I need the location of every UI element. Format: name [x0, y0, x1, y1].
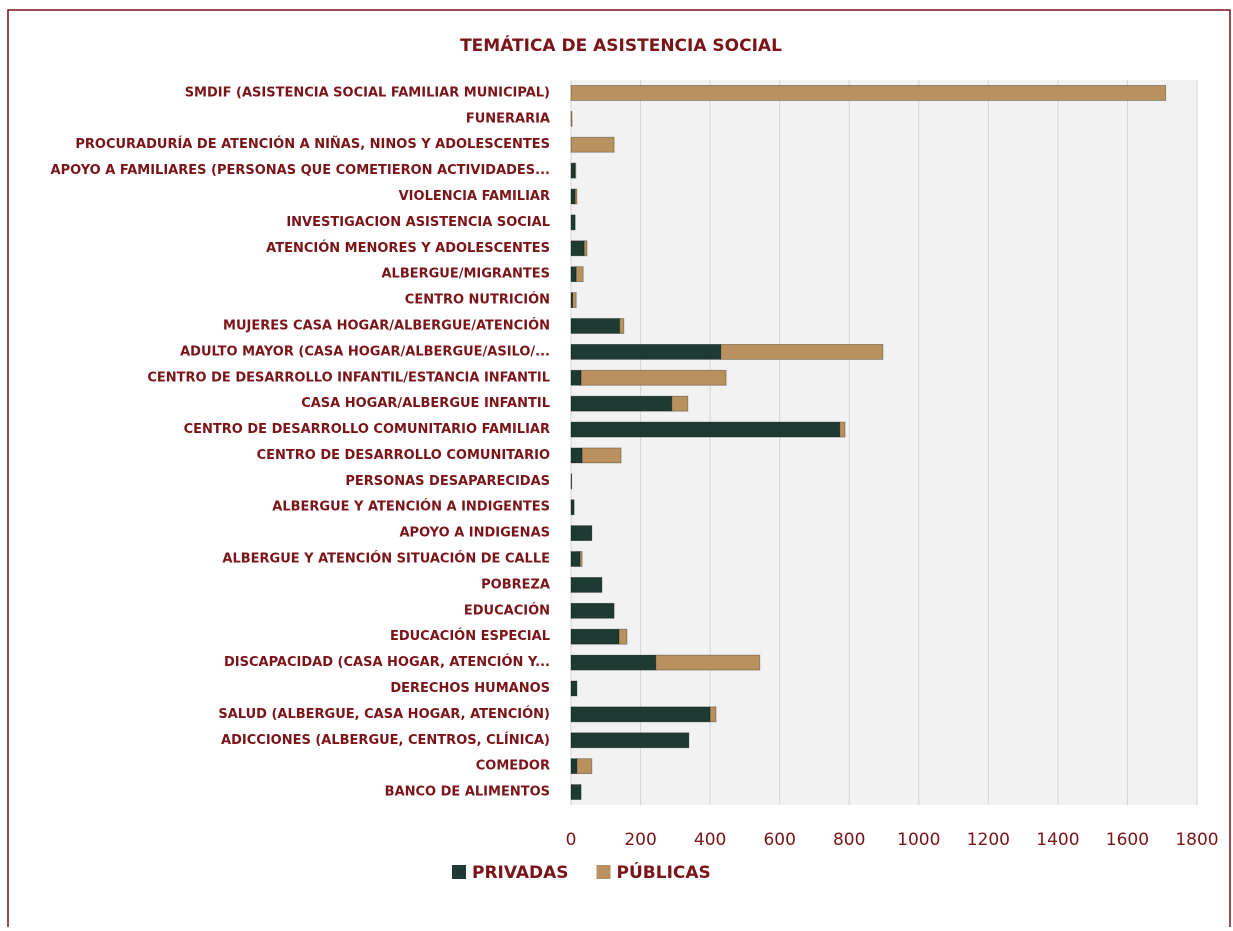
bar-segment [570, 758, 578, 775]
bar-segment [570, 266, 577, 283]
y-tick-label: COMEDOR [476, 759, 550, 774]
y-tick-label: DERECHOS HUMANOS [390, 681, 550, 696]
bar-segment [570, 602, 615, 619]
bar-segment [570, 318, 621, 334]
bar-segment [720, 343, 884, 360]
plot-area [571, 80, 1197, 805]
y-tick-label: CENTRO NUTRICIÓN [405, 292, 550, 308]
y-tick-label: BANCO DE ALIMENTOS [385, 785, 550, 800]
y-tick-label: EDUCACIÓN ESPECIAL [390, 628, 550, 644]
x-tick-label: 1800 [1175, 830, 1218, 850]
y-tick-label: APOYO A INDIGENAS [400, 526, 551, 541]
bar-segment [570, 706, 711, 723]
y-tick-label: FUNERARIA [466, 111, 550, 126]
frame [7, 9, 1231, 927]
bar-segment [574, 162, 577, 179]
y-tick-label: CENTRO DE DESARROLLO COMUNITARIO [257, 448, 550, 463]
bar-segment [570, 369, 582, 386]
bar-segment [583, 240, 588, 257]
y-tick-label: CENTRO DE DESARROLLO COMUNITARIO FAMILIA… [184, 422, 550, 437]
bar-segment [839, 421, 846, 438]
y-tick-label: ALBERGUE Y ATENCIÓN A INDIGENTES [272, 499, 550, 515]
y-tick-label: ATENCIÓN MENORES Y ADOLESCENTES [266, 240, 550, 256]
bar-segment [570, 577, 603, 593]
y-tick-label: POBREZA [481, 577, 550, 592]
bar-segment [570, 240, 585, 257]
bar-segment [570, 525, 593, 542]
bar-segment [618, 628, 628, 645]
bar-segment [619, 318, 625, 334]
y-tick-label: PROCURADURÍA DE ATENCIÓN A NIÑAS, NINOS … [75, 136, 550, 152]
bar-segment [575, 266, 584, 283]
x-tick-label: 1000 [897, 830, 940, 850]
bar-segment [570, 551, 581, 567]
bar-segment [570, 162, 576, 179]
bar-segment [570, 628, 620, 645]
y-tick-label: CENTRO DE DESARROLLO INFANTIL/ESTANCIA I… [147, 370, 550, 385]
y-tick-label: DISCAPACIDAD (CASA HOGAR, ATENCIÓN Y... [224, 654, 550, 670]
legend-swatch [452, 865, 466, 879]
y-tick-label: EDUCACIÓN [464, 602, 550, 618]
bar-segment [570, 110, 573, 127]
y-tick-label: MUJERES CASA HOGAR/ALBERGUE/ATENCIÓN [223, 317, 550, 333]
y-tick-label: ADICCIONES (ALBERGUE, CENTROS, CLÍNICA) [221, 732, 550, 748]
bar-segment [570, 395, 673, 412]
y-tick-label: SMDIF (ASISTENCIA SOCIAL FAMILIAR MUNICI… [185, 85, 550, 100]
bar-segment [570, 499, 575, 516]
bar-segment [655, 654, 761, 671]
y-tick-label: CASA HOGAR/ALBERGUE INFANTIL [301, 396, 550, 411]
bar-segment [570, 654, 657, 671]
y-tick-label: ALBERGUE/MIGRANTES [381, 267, 550, 282]
y-tick-label: ALBERGUE Y ATENCIÓN SITUACIÓN DE CALLE [222, 551, 550, 567]
x-tick-label: 800 [833, 830, 865, 850]
bar-segment [570, 732, 690, 749]
y-tick-label: APOYO A FAMILIARES (PERSONAS QUE COMETIE… [51, 163, 550, 178]
y-tick-label: VIOLENCIA FAMILIAR [399, 189, 550, 204]
bar-segment [574, 188, 578, 205]
x-tick-label: 600 [763, 830, 795, 850]
bar-segment [580, 369, 727, 386]
y-tick-label: PERSONAS DESAPARECIDAS [345, 474, 550, 489]
x-tick-label: 1600 [1106, 830, 1149, 850]
bar-segment [570, 85, 1167, 101]
bar-segment [570, 188, 576, 205]
y-tick-label: ADULTO MAYOR (CASA HOGAR/ALBERGUE/ASILO/… [180, 344, 550, 359]
legend-swatch [596, 865, 611, 879]
legend-label: PRIVADAS [472, 863, 569, 883]
x-tick-label: 0 [566, 830, 577, 850]
y-tick-label: SALUD (ALBERGUE, CASA HOGAR, ATENCIÓN) [218, 706, 550, 722]
bar-segment [570, 473, 573, 490]
bar-segment [570, 421, 841, 438]
bar-segment [581, 447, 622, 464]
legend-label: PÚBLICAS [617, 861, 711, 883]
x-tick-label: 1400 [1036, 830, 1079, 850]
bar-segment [671, 395, 689, 412]
x-tick-label: 400 [694, 830, 726, 850]
y-tick-label: INVESTIGACION ASISTENCIA SOCIAL [286, 215, 550, 230]
chart-title: TEMÁTICA DE ASISTENCIA SOCIAL [460, 34, 782, 56]
bar-segment [572, 292, 577, 308]
bar-segment [709, 706, 717, 723]
bar-segment [570, 784, 582, 800]
x-tick-label: 200 [624, 830, 656, 850]
bar-segment [570, 447, 583, 464]
bar-segment [570, 680, 578, 697]
bar-segment [570, 343, 722, 360]
bar-segment [579, 551, 583, 567]
bar-segment [576, 758, 593, 775]
x-tick-label: 1200 [967, 830, 1010, 850]
bar-segment [570, 136, 615, 153]
bar-segment [570, 214, 576, 231]
